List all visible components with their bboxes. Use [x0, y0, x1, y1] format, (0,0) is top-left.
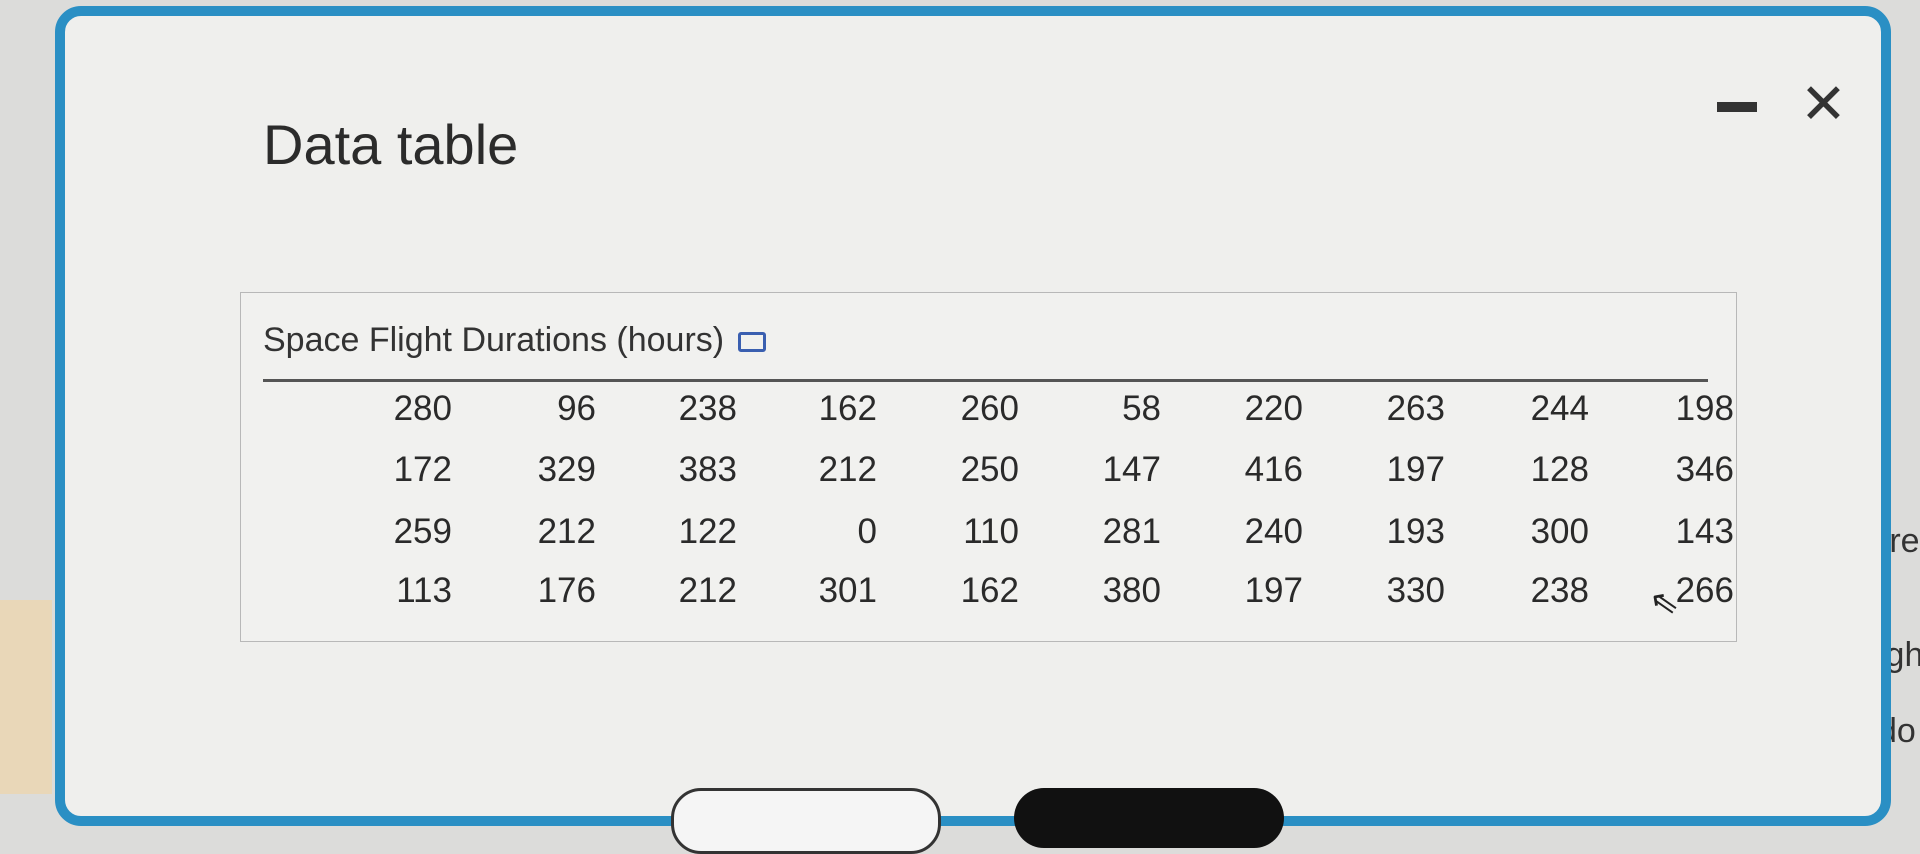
data-table-dialog: Data table ✕ Space Flight Durations (hou…: [55, 6, 1891, 854]
table-cell: 96: [557, 389, 596, 428]
table-cell: 259: [393, 512, 452, 551]
table-cell: 329: [537, 450, 596, 489]
table-cell: 162: [960, 571, 1019, 610]
header-divider: [263, 379, 1708, 382]
close-icon[interactable]: ✕: [1800, 72, 1847, 135]
table-cell: 212: [678, 571, 737, 610]
expand-icon[interactable]: [738, 332, 767, 353]
table-cell: 212: [537, 512, 596, 551]
caption-text: Space Flight Durations (hours): [263, 321, 725, 359]
data-table: Space Flight Durations (hours) 280 96 238 1…: [240, 292, 1737, 642]
table-cell: 172: [393, 450, 452, 489]
dialog-title: Data table: [263, 113, 519, 176]
table-cell: 240: [1244, 512, 1303, 551]
table-cell: 147: [1102, 450, 1161, 489]
table-cell: 162: [818, 389, 877, 428]
secondary-button[interactable]: [671, 788, 941, 854]
table-cell: 330: [1386, 571, 1445, 610]
background-region: [0, 600, 52, 794]
table-cell: 383: [678, 450, 737, 489]
table-row: 280 96 238 162 260 58 220 263 244 198: [241, 389, 1736, 439]
table-cell: 300: [1530, 512, 1589, 551]
table-cell: 238: [1530, 571, 1589, 610]
table-cell: 280: [393, 389, 452, 428]
table-caption: Space Flight Durations (hours): [263, 321, 767, 360]
primary-button[interactable]: [1014, 788, 1284, 848]
table-cell: 416: [1244, 450, 1303, 489]
table-cell: 250: [960, 450, 1019, 489]
table-cell: 263: [1386, 389, 1445, 428]
table-cell: 238: [678, 389, 737, 428]
table-cell: 301: [818, 571, 877, 610]
table-cell: 197: [1386, 450, 1445, 489]
table-cell: 0: [857, 512, 877, 551]
table-cell: 260: [960, 389, 1019, 428]
table-cell: 143: [1675, 512, 1734, 551]
table-cell: 266: [1675, 571, 1734, 610]
table-cell: 281: [1102, 512, 1161, 551]
table-cell: 122: [678, 512, 737, 551]
table-cell: 113: [396, 571, 452, 610]
table-cell: 58: [1122, 389, 1161, 428]
table-cell: 220: [1244, 389, 1303, 428]
minimize-icon[interactable]: [1717, 102, 1757, 112]
table-cell: 198: [1675, 389, 1734, 428]
table-cell: 346: [1675, 450, 1734, 489]
table-cell: 193: [1386, 512, 1445, 551]
table-cell: 380: [1102, 571, 1161, 610]
table-row: 259 212 122 0 110 281 240 193 300 143: [241, 512, 1736, 562]
table-row: 172 329 383 212 250 147 416 197 128 346: [241, 450, 1736, 500]
table-cell: 176: [537, 571, 596, 610]
table-row: 113 176 212 301 162 380 197 330 238 266: [241, 571, 1736, 621]
table-cell: 244: [1530, 389, 1589, 428]
table-cell: 212: [818, 450, 877, 489]
table-cell: 197: [1244, 571, 1303, 610]
table-cell: 128: [1530, 450, 1589, 489]
table-cell: 110: [963, 512, 1019, 551]
